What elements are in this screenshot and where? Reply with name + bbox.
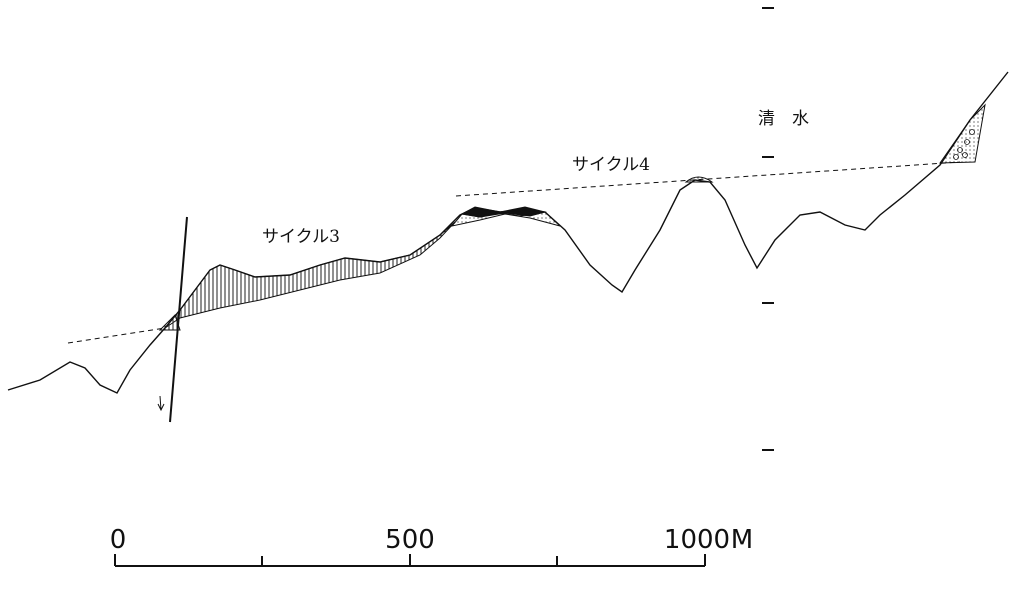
side-marks — [762, 8, 774, 450]
cycle3-level — [68, 328, 165, 343]
fault-arrow — [158, 396, 164, 410]
scale-label: 1000 — [664, 525, 730, 555]
cycle3-label: サイクル3 — [262, 227, 340, 247]
scale-bar — [115, 554, 705, 566]
page: {"labels": {"place": "清 水", "cycle4": "サ… — [0, 0, 1012, 598]
scale-unit: M — [731, 525, 753, 555]
scale-label: 500 — [385, 525, 435, 555]
cycle4-level — [456, 162, 960, 196]
scale-label: 0 — [110, 525, 127, 555]
terrain-profile — [8, 72, 1008, 393]
cycle4-label: サイクル4 — [572, 155, 650, 175]
place-label: 清 水 — [758, 109, 809, 129]
cross-section: 清 水 サイクル4 サイクル3 0 500 1000 M — [0, 0, 1012, 598]
